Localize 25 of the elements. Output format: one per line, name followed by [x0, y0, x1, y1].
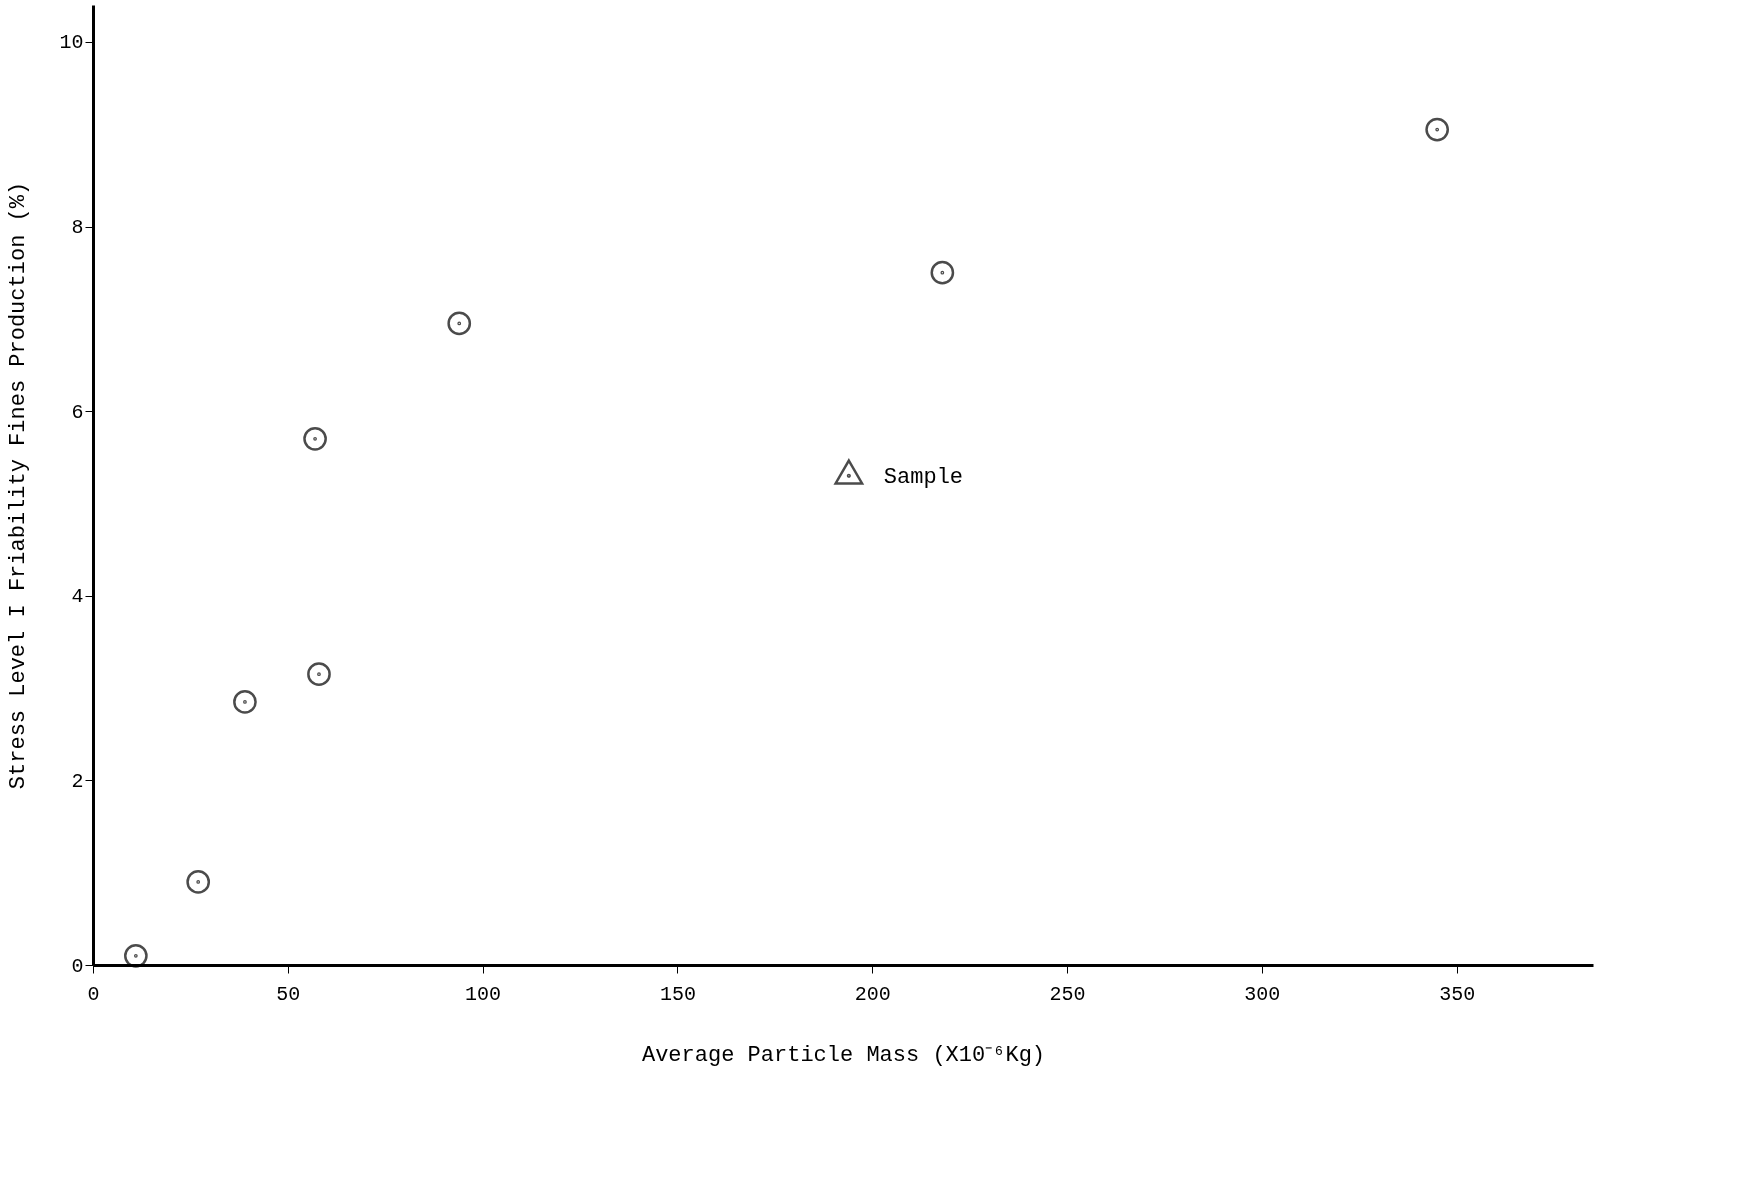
x-tick-label: 250 [1049, 982, 1086, 1006]
point [930, 260, 955, 285]
point [124, 943, 148, 968]
x-tick-label: 50 [276, 982, 301, 1006]
y-tick-label: 6 [71, 400, 84, 424]
point [233, 690, 257, 714]
point [303, 426, 327, 451]
point [447, 311, 472, 336]
y-tick-label: 0 [71, 954, 84, 978]
x-tick-label: 200 [854, 982, 891, 1006]
x-tick-label: 300 [1244, 982, 1281, 1006]
y-tick-label: 4 [71, 585, 84, 609]
y-tick-label: 2 [71, 769, 84, 793]
y-tick-label: 10 [59, 31, 84, 55]
x-tick-label: 100 [465, 982, 502, 1006]
point [307, 662, 331, 687]
y-tick-label: 8 [71, 216, 84, 240]
x-tick-label: 350 [1439, 982, 1476, 1006]
legend-label: Sample [883, 464, 964, 490]
x-tick-label: 0 [87, 982, 100, 1006]
y-axis-title: Stress Level I Friability Fines Production (%) [6, 181, 32, 790]
point [1425, 117, 1450, 142]
x-axis-title: Average Particle Mass (X10⁻⁶Kg) [641, 1042, 1046, 1068]
x-tick-label: 150 [659, 982, 696, 1006]
point [186, 870, 211, 894]
